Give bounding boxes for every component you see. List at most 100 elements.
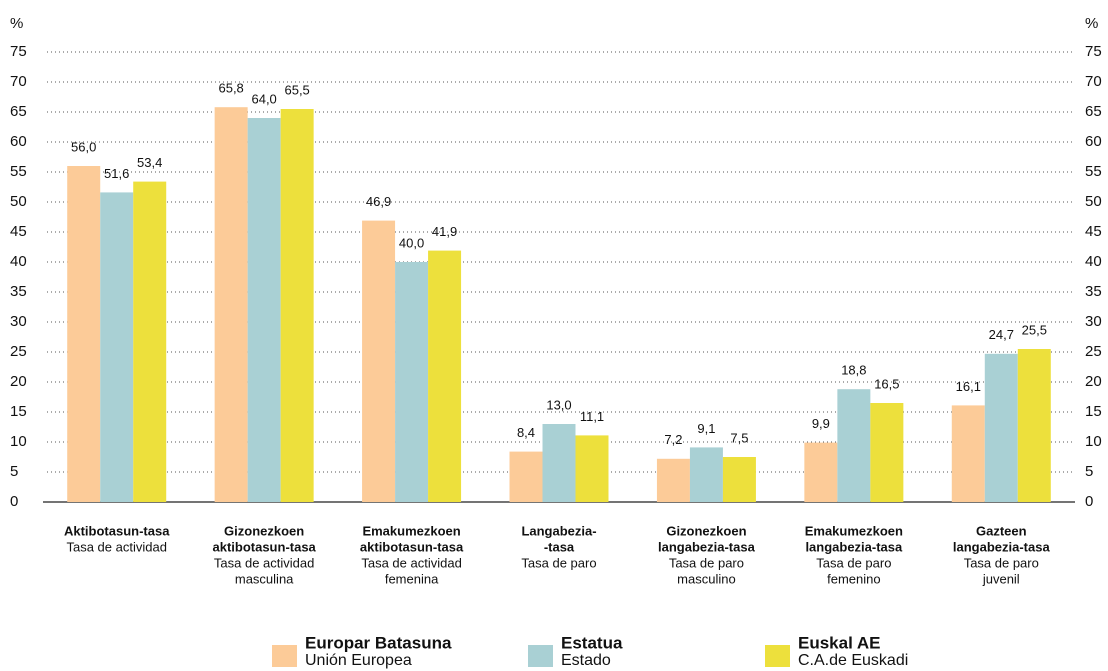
category-title: langabezia-tasa [805,539,903,554]
category-subtitle: Tasa de actividad [361,555,461,570]
value-label: 51,6 [104,166,129,181]
category-title: aktibotasun-tasa [360,539,464,554]
legend-subname: Unión Europea [305,652,412,669]
bar [1017,349,1051,502]
bar [837,389,871,502]
category-subtitle: Tasa de paro [964,555,1039,570]
bar [395,262,429,502]
category-title: -tasa [544,539,575,554]
legend-swatch [272,645,297,667]
category-subtitle: Tasa de actividad [214,555,314,570]
y2-tick-label: 10 [1085,433,1102,450]
y-tick-label: 45 [10,223,27,240]
value-label: 46,9 [366,194,391,209]
category-subtitle: femenina [385,571,439,586]
y2-tick-label: 0 [1085,493,1093,510]
legend-swatch [528,645,553,667]
category-title: Emakumezkoen [362,523,460,538]
y2-tick-label: 50 [1085,193,1102,210]
category-subtitle: masculino [677,571,736,586]
y2-tick-label: 5 [1085,463,1093,480]
category-subtitle: Tasa de paro [669,555,744,570]
value-label: 65,5 [284,82,309,97]
bar [689,447,723,502]
y2-tick-label: 30 [1085,313,1102,330]
category-title: aktibotasun-tasa [212,539,316,554]
y-axis-label: % [10,15,23,32]
bar [247,118,281,502]
bar [804,442,838,502]
y-tick-label: 35 [10,283,27,300]
y-tick-label: 25 [10,343,27,360]
y-tick-label: 15 [10,403,27,420]
bar [362,220,396,502]
y2-tick-label: 55 [1085,163,1102,180]
value-label: 16,1 [956,379,981,394]
category-subtitle: femenino [827,571,880,586]
value-label: 40,0 [399,235,424,250]
bar [100,192,134,502]
bar [951,405,985,502]
bar [214,107,248,502]
y-tick-label: 5 [10,463,18,480]
category-title: langabezia-tasa [953,539,1051,554]
y2-tick-label: 35 [1085,283,1102,300]
y-tick-label: 60 [10,133,27,150]
y2-tick-label: 70 [1085,73,1102,90]
value-label: 64,0 [251,91,276,106]
category-subtitle: masculina [235,571,294,586]
y-tick-label: 55 [10,163,27,180]
category-subtitle: Tasa de actividad [66,539,166,554]
y-tick-label: 65 [10,103,27,120]
bar [984,353,1018,502]
category-title: Gazteen [976,523,1027,538]
legend-subname: Estado [561,652,611,669]
value-label: 16,5 [874,376,899,391]
bar [280,109,314,502]
category-title: Emakumezkoen [805,523,903,538]
value-label: 65,8 [218,81,243,96]
y-tick-label: 40 [10,253,27,270]
category-subtitle: Tasa de paro [816,555,891,570]
value-label: 7,5 [730,430,748,445]
legend-swatch [765,645,790,667]
bar [542,424,576,502]
legend-name: Europar Batasuna [305,633,452,652]
y-tick-label: 0 [10,493,18,510]
y-tick-label: 20 [10,373,27,390]
value-label: 9,9 [812,416,830,431]
value-label: 11,1 [580,409,604,424]
y-tick-label: 10 [10,433,27,450]
y2-axis-label: % [1085,15,1098,32]
bar [656,458,690,502]
value-label: 9,1 [697,421,715,436]
bar [428,250,462,502]
y2-tick-label: 45 [1085,223,1102,240]
category-subtitle: Tasa de paro [521,555,596,570]
y2-tick-label: 60 [1085,133,1102,150]
bar [509,451,543,502]
value-label: 18,8 [841,363,866,378]
legend-name: Estatua [561,633,623,652]
value-label: 8,4 [517,425,535,440]
y-tick-label: 50 [10,193,27,210]
category-title: Langabezia- [521,523,596,538]
category-title: langabezia-tasa [658,539,756,554]
y-tick-label: 30 [10,313,27,330]
y2-tick-label: 20 [1085,373,1102,390]
bar [67,166,101,502]
y-tick-label: 75 [10,43,27,60]
value-label: 24,7 [989,327,1014,342]
value-label: 25,5 [1022,322,1047,337]
bar [722,457,756,502]
y2-tick-label: 25 [1085,343,1102,360]
value-label: 13,0 [546,397,571,412]
value-label: 7,2 [664,432,682,447]
category-title: Gizonezkoen [224,523,304,538]
legend-subname: C.A.de Euskadi [798,652,908,669]
category-subtitle: juvenil [982,571,1020,586]
category-title: Gizonezkoen [666,523,746,538]
bar [575,435,609,502]
y-tick-label: 70 [10,73,27,90]
